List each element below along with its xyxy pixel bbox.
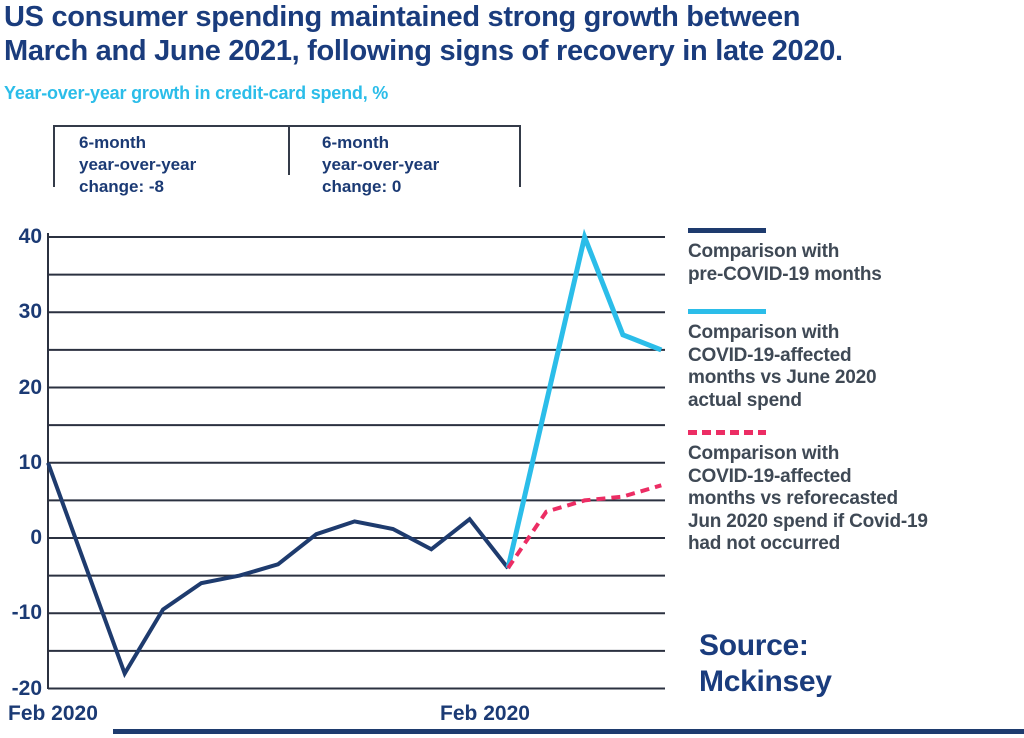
y-axis-tick-label: 0 [30,526,42,549]
annotation-box1-text: 6-month year-over-year change: -8 [79,133,197,196]
legend-entry-pre-covid: Comparison with pre-COVID-19 months [688,228,998,286]
legend-entry-covid-actual: Comparison with COVID-19-affected months… [688,309,998,412]
y-axis-tick-label: -20 [11,676,42,700]
annotation-box2-text: 6-month year-over-year change: 0 [322,133,440,196]
source-note: Source: Mckinsey [699,629,832,698]
series-covid-actual [505,228,663,569]
y-axis-tick-label: 40 [18,225,42,248]
legend-label: Comparison with pre-COVID-19 months [688,241,882,285]
series-covid-reforecast [506,483,662,570]
legend-swatch-pink-dashed-line [688,430,766,435]
legend-swatch-cyan-line [688,309,766,314]
legend-label: Comparison with COVID-19-affected months… [688,322,877,411]
annotation-bracket-divider [288,125,290,175]
annotation-bracket-left [53,125,55,187]
annotation-bracket-right [519,125,521,187]
y-axis-tick-label: 10 [18,450,42,474]
page-title: US consumer spending maintained strong g… [4,1,843,67]
y-axis-tick-label: 20 [18,375,42,399]
bottom-rule-bar [113,729,1024,734]
x-axis-tick-label: Feb 2020 [440,702,530,725]
chart-subtitle: Year-over-year growth in credit-card spe… [4,83,389,103]
legend-entry-covid-reforecast: Comparison with COVID-19-affected months… [688,430,998,556]
y-axis-tick-label: -10 [11,601,42,625]
x-axis-tick-label: Feb 2020 [8,702,98,725]
y-axis-tick-label: 30 [18,300,42,324]
series-pre-covid [46,462,510,679]
legend-label: Comparison with COVID-19-affected months… [688,443,928,554]
legend-swatch-navy-line [688,228,766,233]
annotation-bracket-top [53,125,519,127]
